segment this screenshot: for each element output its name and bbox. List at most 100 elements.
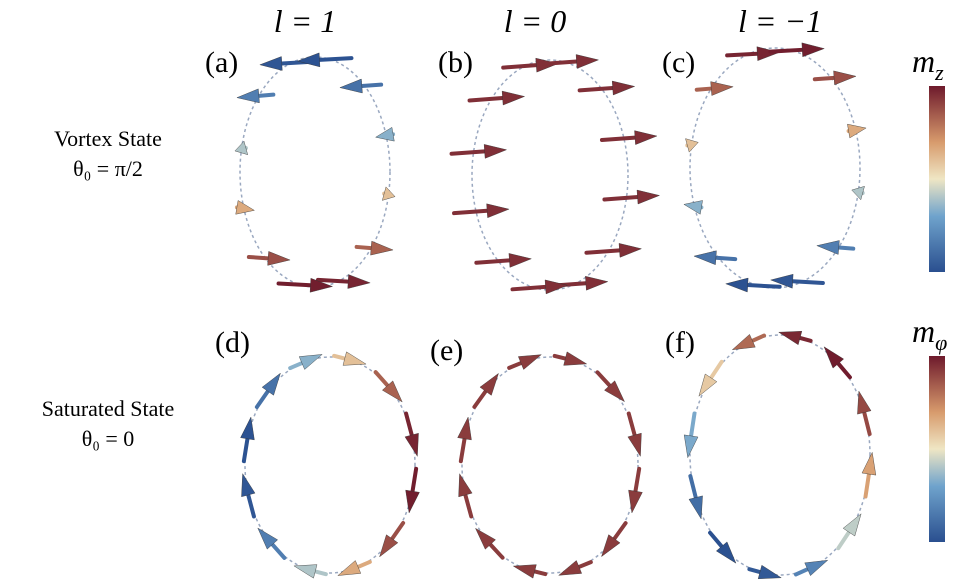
arrow-cone [236, 200, 255, 214]
arrow-cone [699, 374, 717, 396]
arrow-shaft [249, 257, 268, 258]
arrow-shaft [864, 412, 869, 434]
arrow-shaft [320, 58, 352, 60]
panel-label: (e) [430, 334, 463, 367]
panel-label: (f) [665, 326, 695, 359]
arrow-cone [518, 355, 541, 370]
arrow-shaft [727, 54, 757, 56]
arrow-shaft [413, 469, 417, 491]
arrow-cone [685, 139, 698, 153]
arrow-cone [862, 452, 876, 475]
arrow-cone [637, 190, 659, 204]
arrow-cone [459, 474, 473, 497]
arrow-shaft [362, 85, 381, 86]
arrow-shaft [474, 391, 485, 407]
arrow-shaft [770, 50, 802, 52]
arrow-shaft [452, 151, 485, 153]
arrow-cone [805, 560, 828, 575]
arrow-cone [405, 433, 419, 456]
arrow-shaft [279, 284, 311, 286]
arrow-cone [458, 417, 472, 440]
row-condition: θ₀ = π/2 [73, 156, 143, 181]
ring [472, 60, 628, 290]
arrow-cone [758, 565, 781, 579]
arrow-shaft [838, 364, 850, 378]
arrow-shaft [711, 362, 722, 378]
arrow-cone [268, 251, 290, 265]
arrow-shaft [800, 338, 811, 341]
arrow-shaft [555, 356, 566, 359]
panel-label: (a) [205, 46, 238, 79]
arrow-cone [629, 490, 643, 513]
arrow-shaft [257, 391, 268, 407]
arrow-shaft [793, 281, 823, 283]
arrow-shaft [290, 363, 302, 368]
arrow-shaft [580, 88, 613, 90]
arrow-shaft [710, 533, 722, 547]
arrow-shaft [509, 363, 521, 368]
arrow-shaft [543, 61, 576, 63]
arrow-shaft [476, 260, 509, 262]
figure: l = 1 l = 0 l = −1 (a) (b) (c) (d) (e) (… [0, 0, 963, 583]
symbol: m [912, 313, 935, 349]
arrow-shaft [490, 544, 502, 557]
arrow-cone [371, 241, 394, 255]
arrow-shaft [614, 523, 625, 539]
arrow-shaft [748, 285, 780, 287]
colorbar [929, 356, 945, 542]
arrow-cone [834, 71, 856, 85]
arrow-shaft [376, 372, 388, 385]
arrow-cone [235, 141, 248, 155]
arrow-cone [802, 43, 824, 57]
arrow-cone [484, 144, 506, 158]
arrow-shaft [358, 562, 370, 567]
arrow-cone [612, 81, 634, 95]
arrow-shaft [586, 250, 619, 252]
arrow-cone [241, 474, 255, 497]
arrow-shaft [465, 495, 471, 516]
arrow-shaft [454, 211, 487, 213]
arrow-shaft [248, 495, 254, 516]
panel-label: (c) [662, 46, 695, 79]
column-header: l = 0 [504, 3, 566, 39]
arrow-shaft [629, 414, 635, 435]
colorbar-label: mφ [912, 313, 947, 355]
arrow-cone [343, 352, 366, 366]
arrow-shaft [259, 95, 273, 96]
subscript: φ [935, 330, 947, 355]
arrow-shaft [796, 569, 808, 574]
arrow-cone [348, 275, 370, 289]
arrow-cone [847, 124, 866, 138]
arrow-shaft [318, 280, 348, 282]
arrow-shaft [406, 414, 412, 435]
arrow-cone [684, 200, 703, 214]
row-title: Saturated State [42, 396, 175, 421]
arrow-cone [732, 334, 755, 349]
colorbar-label: mz [912, 43, 944, 85]
arrow-cone [817, 240, 840, 254]
arrow-shaft [635, 469, 639, 491]
arrow-cone [757, 47, 779, 61]
column-header: l = −1 [738, 3, 822, 39]
arrow-shaft [315, 571, 326, 574]
arrow-cone [635, 131, 657, 145]
panel-label: (b) [438, 46, 473, 79]
arrow-shaft [749, 569, 760, 572]
arrow-cone [726, 278, 748, 292]
arrow-shaft [503, 65, 536, 67]
row-title: Vortex State [54, 126, 162, 151]
arrow-shaft [866, 474, 869, 496]
arrow-cone [843, 514, 861, 536]
arrow-cone [779, 331, 802, 345]
arrow-cone [852, 186, 865, 200]
arrow-shaft [461, 439, 465, 461]
arrow-cone [711, 82, 734, 96]
arrow-cone [684, 435, 698, 458]
arrow-cone [262, 373, 280, 395]
arrow-cone [513, 565, 536, 579]
arrow-shaft [838, 532, 849, 548]
arrow-shaft [272, 544, 284, 557]
arrow-shaft [470, 98, 503, 100]
arrow-cone [299, 354, 322, 369]
arrow-shaft [513, 287, 546, 289]
